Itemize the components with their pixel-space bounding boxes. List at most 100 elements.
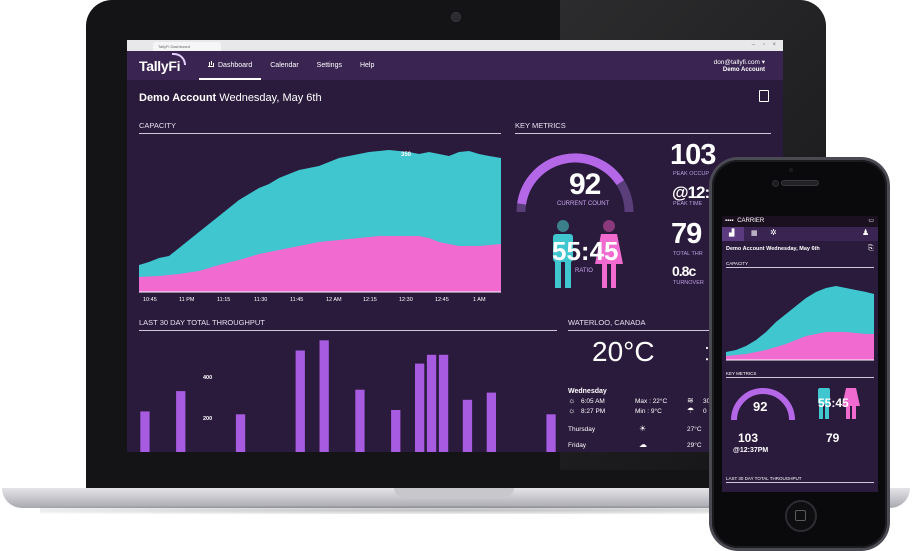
y-label-200: 200 xyxy=(203,416,213,422)
phone-title: Demo Account Wednesday, May 6th xyxy=(726,246,820,252)
phone-speaker xyxy=(781,180,819,186)
forecast-temp: 29°C xyxy=(687,442,702,449)
throughput-bar xyxy=(546,414,556,452)
ratio-label: RATIO xyxy=(575,268,593,274)
throughput-bar xyxy=(355,389,365,452)
sunset-icon: ☼ xyxy=(568,406,576,415)
laptop-base xyxy=(2,488,910,508)
x-tick: 10:45 xyxy=(143,297,157,303)
partly-cloudy-icon: ☁ xyxy=(639,440,647,449)
female-icon xyxy=(595,220,623,288)
user-email: don@tallyfi.com xyxy=(713,59,760,66)
phone-export-icon[interactable]: ⎘ xyxy=(868,245,874,252)
forecast-temp: 27°C xyxy=(687,426,702,433)
nav-settings[interactable]: Settings xyxy=(316,62,342,69)
user-account: Demo Account xyxy=(722,67,765,73)
main-nav: Dashboard Calendar Settings Help xyxy=(199,51,383,80)
throughput-bar xyxy=(426,354,437,452)
laptop-notch xyxy=(394,488,514,497)
signal-icon: ▪▪▪▪ xyxy=(725,218,734,224)
phone-capacity-heading: CAPACITY xyxy=(726,261,874,268)
tallyfi-logo[interactable]: TallyFi xyxy=(139,58,181,74)
phone-key-metrics-heading: KEY METRICS xyxy=(726,371,874,378)
sunset-time: 8:27 PM xyxy=(581,408,606,415)
window-controls[interactable]: – ▫ × xyxy=(751,42,779,48)
capacity-heading: CAPACITY xyxy=(139,121,501,134)
capacity-peak-label: 350 xyxy=(401,152,412,158)
phone-user-icon[interactable]: ♟ xyxy=(862,228,870,237)
turnover-label: TURNOVER xyxy=(673,280,704,286)
ratio-value: 55:45 xyxy=(552,236,619,266)
phone-calendar-icon[interactable]: ▦ xyxy=(751,230,758,237)
forecast-day: Thursday xyxy=(568,426,596,433)
current-count-gauge xyxy=(516,153,634,213)
turnover-value: 0.8c xyxy=(672,263,696,279)
x-tick: 12:15 xyxy=(363,297,377,303)
phone-ratio: 55:45 xyxy=(818,396,849,410)
sunrise-time: 6:05 AM xyxy=(581,398,605,405)
caret-down-icon: ▾ xyxy=(761,59,765,66)
x-tick: 12:30 xyxy=(399,297,413,303)
max-temp: Max : 22°C xyxy=(635,398,668,405)
forecast-day: Friday xyxy=(568,442,587,449)
phone-screen: ▪▪▪▪ CARRIER ▭ ▟ ▦ ✲ ♟ Demo Account Wedn… xyxy=(722,216,878,492)
export-icon[interactable] xyxy=(759,90,769,102)
phone-people-icons xyxy=(818,388,860,419)
phone-current-count: 92 xyxy=(753,399,768,414)
carrier-label: CARRIER xyxy=(737,218,765,224)
nav-dashboard-label: Dashboard xyxy=(218,62,253,69)
total-throughput-label: TOTAL THR xyxy=(673,251,703,257)
throughput-bar xyxy=(140,411,150,452)
throughput-bar xyxy=(415,363,425,452)
x-tick: 12:45 xyxy=(435,297,449,303)
nav-help[interactable]: Help xyxy=(359,62,375,69)
phone-body: ▪▪▪▪ CARRIER ▭ ▟ ▦ ✲ ♟ Demo Account Wedn… xyxy=(712,160,887,548)
throughput-bar xyxy=(235,414,246,452)
phone-status-bar: ▪▪▪▪ CARRIER ▭ xyxy=(722,216,878,227)
bar-chart-icon xyxy=(208,61,214,67)
browser-tab[interactable]: TallyFi Dashboard xyxy=(153,42,221,51)
app-header: TallyFi Dashboard Calendar Settings Help… xyxy=(127,51,783,80)
peak-occupancy-label: PEAK OCCUP xyxy=(673,171,710,177)
phone-peak: 103 xyxy=(738,431,759,445)
nav-calendar[interactable]: Calendar xyxy=(270,62,299,69)
phone-total: 79 xyxy=(826,431,840,445)
throughput-bar xyxy=(438,354,449,452)
x-tick: 11:15 xyxy=(217,297,231,303)
male-icon xyxy=(553,220,573,288)
page-title: Demo Account Wednesday, May 6th xyxy=(139,92,322,104)
throughput-heading: LAST 30 DAY TOTAL THROUGHPUT xyxy=(139,318,557,331)
phone-bar-chart-icon: ▟ xyxy=(729,230,735,237)
nav-dashboard[interactable]: Dashboard xyxy=(199,51,262,80)
peak-occupancy-value: 103 xyxy=(670,139,716,171)
current-count-value: 92 xyxy=(569,168,601,201)
total-throughput-value: 79 xyxy=(671,218,702,250)
phone-nav-dashboard[interactable] xyxy=(722,227,744,241)
current-count-label: CURRENT COUNT xyxy=(557,201,610,207)
capacity-female-area xyxy=(139,236,501,292)
throughput-bar xyxy=(462,399,473,452)
x-tick: 1 AM xyxy=(473,297,486,303)
wifi-logo-icon xyxy=(172,53,186,65)
phone-home-button[interactable] xyxy=(785,500,817,532)
rain-icon: ☂ xyxy=(687,406,695,415)
phone-gear-icon[interactable]: ✲ xyxy=(770,228,777,237)
throughput-bar xyxy=(391,410,401,452)
laptop-shadow xyxy=(40,506,860,514)
throughput-bar xyxy=(486,392,496,452)
phone-peak-time: @12:37PM xyxy=(733,447,769,454)
laptop-camera xyxy=(451,12,461,22)
weather-extra-2: 0 xyxy=(703,408,707,415)
throughput-bar xyxy=(176,391,186,452)
weather-heading: WATERLOO, CANADA xyxy=(568,318,768,331)
phone-nav xyxy=(722,227,878,241)
user-menu[interactable]: don@tallyfi.com ▾ Demo Account xyxy=(714,58,765,73)
sunrise-icon: ☼ xyxy=(568,396,576,405)
throughput-bar xyxy=(295,350,305,452)
phone-camera xyxy=(789,168,793,172)
weather-today: Wednesday xyxy=(568,388,607,395)
phone-capacity-chart xyxy=(726,286,874,361)
weather-extra-1: 30 xyxy=(703,398,711,405)
sun-icon: ☀ xyxy=(639,424,647,433)
key-metrics-heading: KEY METRICS xyxy=(515,121,771,134)
